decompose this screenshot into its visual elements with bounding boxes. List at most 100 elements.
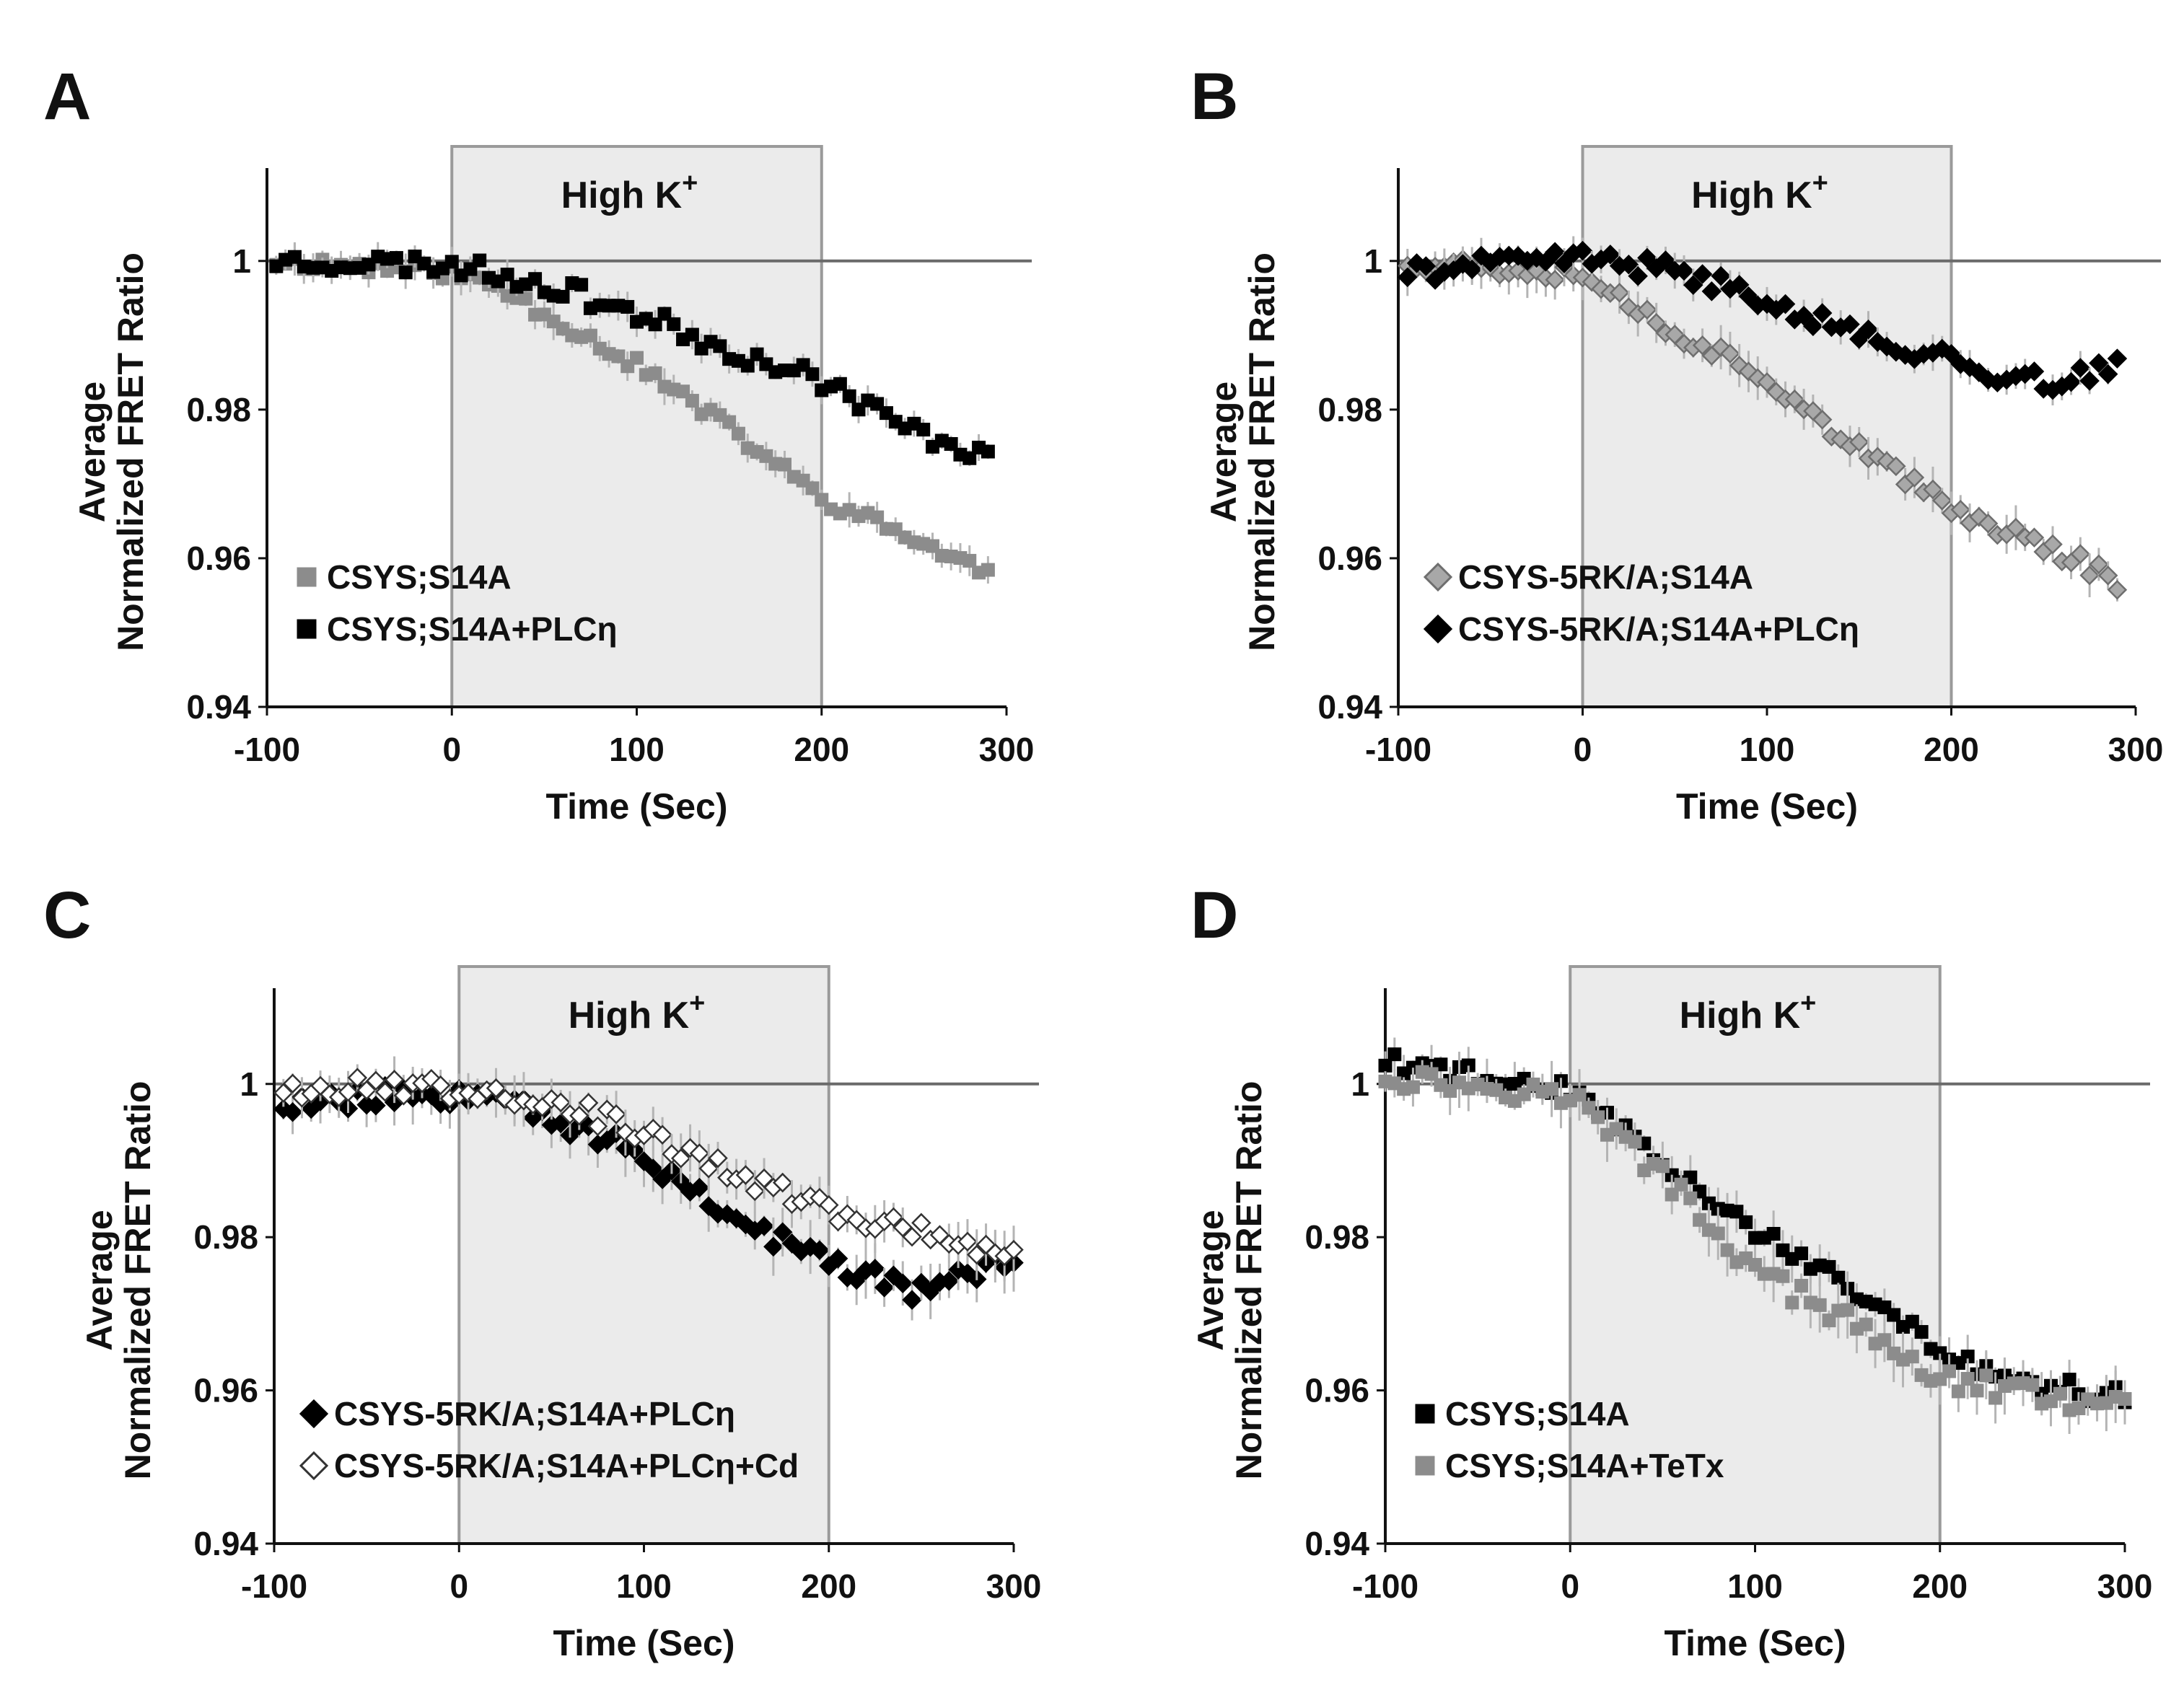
legend-marker — [1423, 562, 1453, 592]
data-point — [2097, 566, 2118, 586]
x-tick-label: 200 — [794, 731, 849, 768]
data-point — [689, 1143, 710, 1163]
data-point — [1904, 467, 1925, 488]
legend-marker — [1415, 1404, 1435, 1424]
data-point — [981, 444, 995, 459]
y-axis-title-line1: Average — [79, 1210, 120, 1350]
data-point — [1545, 1082, 1559, 1096]
data-point — [1405, 1080, 1420, 1094]
panel-d: D High K+ -100 0 100 200 300 0.94 0.96 0.98 1 Time … — [1190, 879, 2152, 1663]
y-tick-label: 0.98 — [193, 1218, 258, 1256]
data-point — [842, 389, 856, 403]
data-point — [1776, 1269, 1790, 1283]
data-point — [1757, 372, 1777, 392]
data-point — [2006, 517, 2026, 538]
data-point — [1729, 275, 1750, 295]
data-point — [1554, 253, 1574, 273]
data-point — [911, 1213, 931, 1233]
data-point — [393, 1086, 414, 1106]
data-point — [1739, 1215, 1753, 1229]
x-tick-label: 100 — [1727, 1567, 1783, 1605]
panel-b: B High K+ -100 0 100 200 300 0.94 0.96 0.98 1 Time … — [1190, 60, 2163, 827]
legend-label: CSYS-5RK/A;S14A+PLCη+Cd — [334, 1447, 799, 1484]
data-point — [828, 1248, 848, 1269]
data-point — [1914, 1325, 1929, 1339]
y-tick-label: 0.96 — [1317, 540, 1382, 577]
x-tick-label: 200 — [801, 1567, 856, 1605]
series-1 — [1398, 236, 2128, 406]
data-point — [2053, 1386, 2067, 1401]
data-point — [1812, 1298, 1827, 1312]
data-point — [1462, 259, 1482, 280]
data-point — [620, 299, 635, 314]
data-point — [2079, 371, 2100, 391]
data-point — [1535, 252, 1556, 272]
data-point — [865, 1259, 885, 1279]
data-point — [1812, 409, 1833, 430]
data-point — [2070, 358, 2091, 378]
data-point — [398, 265, 413, 280]
data-point — [2097, 364, 2118, 384]
data-point — [1766, 1227, 1781, 1241]
data-point — [2061, 371, 2082, 392]
data-point — [1711, 265, 1731, 286]
data-point — [430, 1075, 451, 1096]
data-point — [648, 317, 662, 332]
stimulus-label: High K+ — [569, 988, 706, 1037]
data-point — [657, 307, 672, 321]
data-point — [874, 1277, 895, 1298]
data-point — [1628, 265, 1648, 286]
data-point — [1988, 1391, 2003, 1405]
legend-label: CSYS;S14A+TeTx — [1445, 1447, 1724, 1484]
y-axis-title-line1: Average — [72, 382, 113, 522]
y-tick-label: 0.94 — [193, 1525, 258, 1562]
data-point — [962, 451, 977, 465]
data-point — [1794, 1278, 1809, 1293]
x-axis-title: Time (Sec) — [1676, 786, 1858, 827]
series-1 — [273, 1056, 1024, 1282]
stimulus-label: High K+ — [1680, 988, 1817, 1037]
data-point — [1979, 1368, 1994, 1383]
data-point — [902, 1226, 922, 1247]
data-point — [1655, 250, 1676, 270]
series-0 — [1398, 247, 2128, 602]
data-point — [1822, 1259, 1836, 1274]
legend-marker — [297, 567, 317, 587]
data-point — [833, 377, 847, 391]
data-point — [1877, 1333, 1892, 1347]
y-axis-title-line1: Average — [1190, 1210, 1231, 1350]
legend-label: CSYS-5RK/A;S14A+PLCη — [1458, 610, 1859, 648]
data-point — [587, 1116, 608, 1137]
data-point — [1693, 1213, 1707, 1227]
y-tick-label: 0.96 — [193, 1372, 258, 1409]
data-point — [1545, 242, 1565, 263]
x-tick-label: 300 — [2097, 1567, 2153, 1605]
stimulus-box — [1581, 145, 1953, 708]
legend-label: CSYS-5RK/A;S14A — [1458, 558, 1753, 596]
data-point — [1618, 254, 1639, 275]
data-point — [722, 415, 737, 429]
x-tick-label: -100 — [241, 1567, 307, 1605]
data-point — [1794, 1246, 1809, 1261]
legend-label: CSYS-5RK/A;S14A+PLCη — [334, 1395, 735, 1433]
x-tick-label: 300 — [2108, 731, 2164, 768]
data-point — [2043, 534, 2063, 555]
x-axis-title: Time (Sec) — [546, 786, 728, 827]
data-point — [1859, 1317, 1873, 1332]
data-point — [1674, 1177, 1688, 1192]
data-point — [685, 327, 699, 342]
data-point — [713, 339, 727, 353]
data-point — [1637, 299, 1657, 320]
data-point — [1794, 306, 1814, 326]
data-point — [578, 1093, 599, 1113]
data-point — [893, 1217, 913, 1238]
x-tick-label: 0 — [442, 731, 461, 768]
data-point — [338, 1082, 359, 1102]
data-point — [1970, 1383, 1984, 1398]
x-tick-label: -100 — [234, 731, 300, 768]
data-point — [916, 423, 931, 437]
data-point — [957, 1231, 978, 1252]
data-point — [2024, 527, 2045, 547]
data-point — [735, 1165, 756, 1185]
